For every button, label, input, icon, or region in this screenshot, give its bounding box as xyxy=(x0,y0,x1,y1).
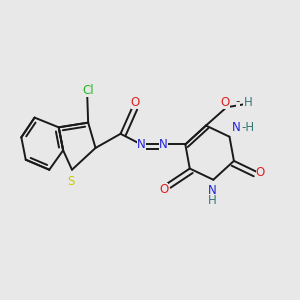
Text: O: O xyxy=(220,95,230,109)
Text: O: O xyxy=(159,183,169,196)
Text: Cl: Cl xyxy=(82,84,94,97)
Text: O: O xyxy=(256,167,265,179)
Text: H: H xyxy=(208,194,216,208)
Text: -H: -H xyxy=(242,122,255,134)
Text: O: O xyxy=(131,95,140,109)
Text: S: S xyxy=(67,175,74,188)
Text: N: N xyxy=(232,122,241,134)
Text: N: N xyxy=(137,138,146,151)
Text: H: H xyxy=(243,95,252,109)
Text: N: N xyxy=(208,184,216,197)
Text: -: - xyxy=(236,95,240,109)
Text: N: N xyxy=(159,138,168,151)
